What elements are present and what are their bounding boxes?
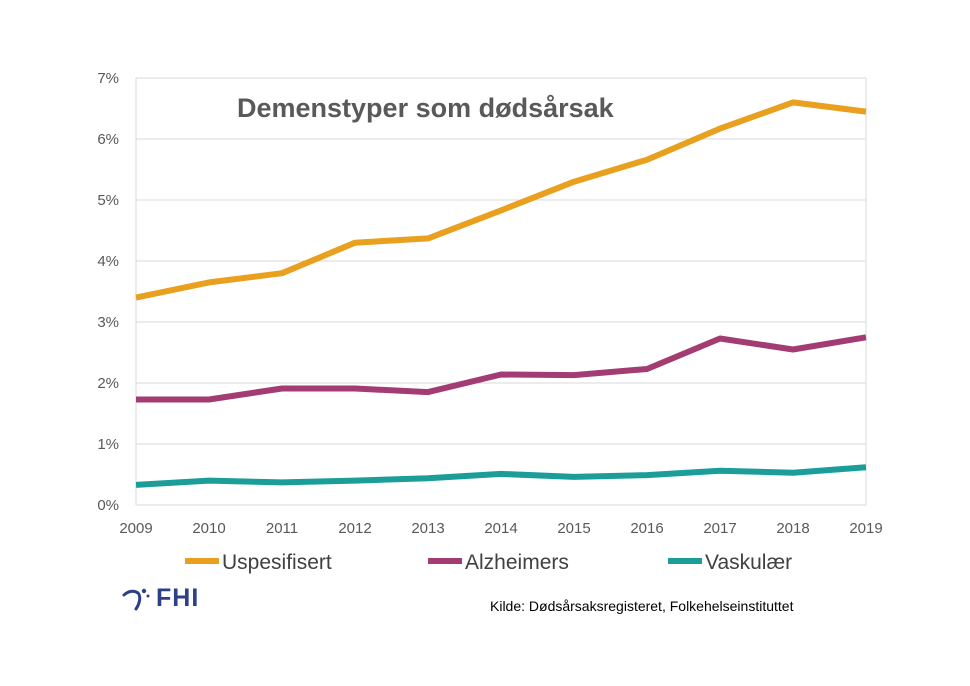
y-tick-label: 2% [97, 375, 119, 392]
x-tick-label: 2015 [557, 520, 590, 537]
y-tick-label: 4% [97, 253, 119, 270]
x-tick-label: 2017 [703, 520, 736, 537]
series-line-alzheimers [136, 334, 867, 403]
x-tick-label: 2019 [849, 520, 882, 537]
x-tick-label: 2009 [119, 520, 152, 537]
y-tick-label: 6% [97, 131, 119, 148]
axes: 0% 1% 2% 3% 4% 5% 6% 7% 2009 2010 2011 2012 2013 2014… [97, 70, 882, 537]
x-tick-label: 2012 [338, 520, 371, 537]
x-tick-label: 2014 [484, 520, 517, 537]
gridlines [135, 77, 867, 506]
fhi-logo: FHI [122, 584, 199, 613]
x-tick-label: 2010 [192, 520, 225, 537]
x-tick-label: 2011 [266, 520, 298, 537]
legend-label: Uspesifisert [222, 551, 332, 574]
series-lines [135, 99, 867, 488]
chart-title: Demenstyper som dødsårsak [237, 93, 615, 123]
legend-label: Vaskulær [705, 551, 792, 574]
fhi-swirl-icon [122, 588, 150, 610]
y-tick-label: 5% [97, 192, 119, 209]
source-caption: Kilde: Dødsårsaksregisteret, Folkehelsei… [490, 598, 794, 614]
logo-text: FHI [156, 584, 200, 612]
legend: Uspesifisert Alzheimers Vaskulær [185, 551, 792, 574]
x-tick-label: 2018 [776, 520, 809, 537]
y-tick-label: 3% [97, 314, 119, 331]
x-tick-label: 2013 [411, 520, 444, 537]
y-tick-label: 7% [97, 70, 119, 87]
series-line-vaskulær [135, 464, 867, 488]
x-tick-label: 2016 [630, 520, 663, 537]
legend-label: Alzheimers [465, 551, 569, 574]
y-tick-label: 0% [97, 497, 119, 514]
y-tick-label: 1% [97, 436, 119, 453]
